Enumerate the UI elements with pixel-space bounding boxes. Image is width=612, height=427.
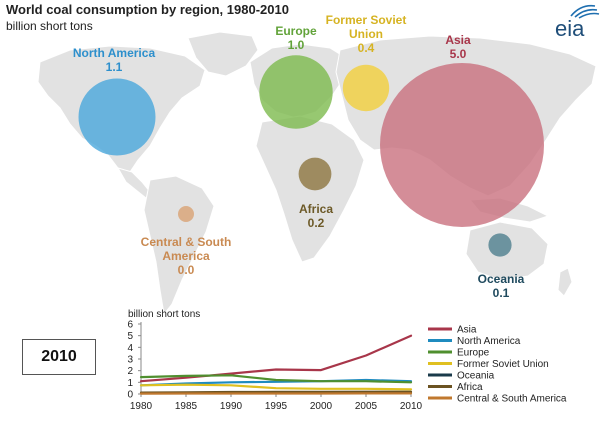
- region-name-line: Oceania: [477, 272, 525, 286]
- bubble-former-soviet: [342, 64, 390, 112]
- region-name-line: Former Soviet: [325, 13, 407, 27]
- region-value: 0.2: [307, 216, 325, 230]
- bubble-oceania: [488, 233, 512, 257]
- y-tick-label: 6: [127, 320, 133, 331]
- series-line-africa: [139, 390, 413, 394]
- continent-new-zealand: [557, 267, 573, 297]
- region-name-line: Europe: [275, 24, 317, 38]
- legend-label: Oceania: [457, 371, 495, 382]
- series-line-north-america: [139, 378, 413, 387]
- region-value: 0.1: [492, 286, 510, 300]
- y-tick-label: 1: [127, 378, 133, 389]
- bubble-layer: [78, 55, 544, 257]
- legend-label: Europe: [457, 348, 490, 359]
- y-tick-label: 4: [127, 343, 133, 354]
- x-tick-label: 2000: [310, 401, 333, 412]
- bubble-asia: [380, 63, 544, 227]
- region-name-line: America: [162, 249, 210, 263]
- label-north-america: North America 1.1: [62, 46, 166, 74]
- series-line-asia: [139, 334, 413, 383]
- x-tick-label: 1990: [220, 401, 243, 412]
- series-line-former-soviet-union: [139, 383, 413, 391]
- legend-label: North America: [457, 336, 521, 347]
- y-tick-label: 5: [127, 331, 133, 342]
- y-tick-label: 0: [127, 390, 133, 401]
- x-tick-label: 1985: [175, 401, 198, 412]
- region-name-line: Central & South: [140, 235, 232, 249]
- legend-label: Former Soviet Union: [457, 359, 549, 370]
- region-value: 1.1: [105, 60, 123, 74]
- series-line-europe: [139, 374, 413, 384]
- label-former-soviet-union: Former Soviet Union 0.4: [314, 13, 418, 55]
- region-name-line: Asia: [445, 33, 471, 47]
- logo-text: eia: [555, 16, 585, 41]
- label-central-south-america: Central & South America 0.0: [126, 235, 246, 277]
- bubble-central-south-america: [178, 206, 194, 222]
- bubble-africa: [298, 157, 332, 191]
- y-tick-label: 2: [127, 366, 133, 377]
- page-title: World coal consumption by region, 1980-2…: [6, 2, 289, 17]
- logo-mark-icon: [570, 4, 600, 19]
- x-tick-label: 1995: [265, 401, 288, 412]
- y-tick-label: 3: [127, 355, 133, 366]
- legend-label: Central & South America: [457, 394, 567, 405]
- chart-y-axis-label: billion short tons: [128, 309, 200, 320]
- region-value: 0.4: [357, 41, 375, 55]
- label-oceania: Oceania 0.1: [468, 272, 534, 300]
- continent-south-america: [143, 175, 215, 316]
- x-tick-label: 2010: [400, 401, 423, 412]
- region-name-line: Africa: [298, 202, 333, 216]
- bubble-europe: [259, 55, 333, 129]
- x-tick-label: 2005: [355, 401, 378, 412]
- region-value: 5.0: [449, 47, 467, 61]
- region-name-line: North America: [72, 46, 156, 60]
- bubble-north-america: [78, 78, 156, 156]
- chart-lines: [139, 334, 413, 395]
- label-asia: Asia 5.0: [428, 33, 488, 61]
- continent-greenland: [187, 31, 259, 77]
- legend-label: Africa: [457, 382, 483, 393]
- legend-label: Asia: [457, 325, 477, 336]
- year-indicator: 2010: [22, 339, 96, 375]
- x-tick-label: 1980: [130, 401, 153, 412]
- page-subtitle: billion short tons: [6, 19, 93, 33]
- region-value: 1.0: [287, 38, 305, 52]
- label-europe: Europe 1.0: [262, 24, 330, 52]
- label-africa: Africa 0.2: [286, 202, 346, 230]
- region-value: 0.0: [177, 263, 195, 277]
- eia-logo: eia: [555, 4, 600, 41]
- region-name-line: Union: [349, 27, 383, 41]
